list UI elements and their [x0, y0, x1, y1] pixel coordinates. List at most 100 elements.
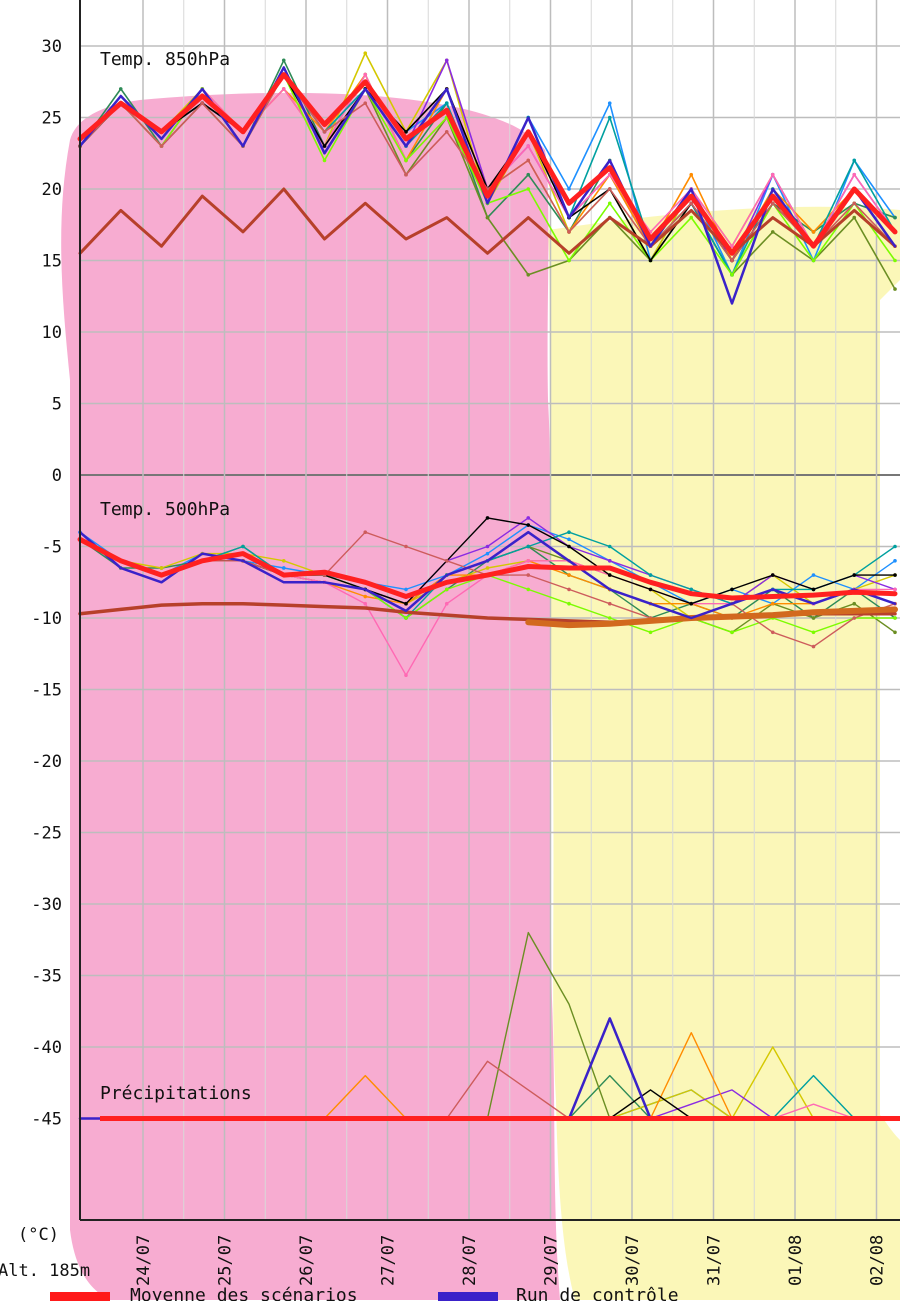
- member-point-850: [893, 287, 897, 291]
- y-tick-label: 15: [42, 252, 62, 272]
- member-point-500: [485, 551, 490, 556]
- member-point-850: [526, 187, 531, 191]
- member-point-500: [607, 559, 612, 563]
- member-point-850: [770, 230, 775, 234]
- member-point-500: [567, 544, 571, 549]
- member-point-850: [567, 258, 571, 263]
- y-tick-label: 5: [52, 395, 62, 415]
- member-point-850: [281, 87, 286, 91]
- shaded-region-past: [61, 92, 560, 1300]
- member-point-850: [689, 215, 694, 220]
- member-point-500: [404, 544, 408, 549]
- member-point-500: [404, 673, 408, 677]
- member-point-500: [363, 594, 368, 599]
- member-point-500: [648, 630, 653, 635]
- member-point-500: [526, 544, 531, 549]
- member-point-850: [893, 215, 897, 220]
- member-point-500: [770, 601, 775, 606]
- member-point-850: [444, 58, 449, 63]
- x-tick-label: 26/07: [297, 1235, 317, 1286]
- member-point-500: [159, 566, 164, 570]
- y-tick-label: 30: [42, 37, 62, 57]
- member-point-500: [404, 616, 408, 620]
- member-point-500: [567, 573, 571, 577]
- y-tick-label: -35: [31, 967, 62, 987]
- member-point-850: [363, 51, 368, 55]
- member-point-850: [404, 172, 408, 177]
- member-point-850: [730, 258, 734, 263]
- annotation-temp-500: Temp. 500hPa: [100, 499, 230, 520]
- member-point-850: [689, 172, 694, 177]
- y-tick-label: -10: [31, 609, 62, 629]
- member-point-500: [893, 587, 897, 592]
- member-point-500: [852, 616, 857, 620]
- member-point-500: [811, 573, 816, 577]
- y-tick-label: 20: [42, 180, 62, 200]
- member-point-850: [852, 201, 857, 206]
- x-tick-label: 25/07: [216, 1235, 236, 1286]
- member-point-500: [811, 630, 816, 635]
- member-point-500: [770, 573, 775, 577]
- member-point-850: [118, 87, 123, 91]
- member-point-500: [281, 559, 286, 563]
- member-point-500: [241, 544, 245, 549]
- member-point-850: [526, 172, 531, 177]
- member-point-850: [730, 244, 734, 248]
- member-point-850: [648, 258, 653, 263]
- annotation-precipitations: Précipitations: [100, 1083, 252, 1104]
- member-point-850: [607, 201, 612, 206]
- member-point-500: [526, 516, 531, 520]
- member-point-850: [893, 258, 897, 263]
- member-point-850: [363, 72, 368, 77]
- member-point-500: [607, 601, 612, 606]
- member-point-500: [526, 523, 531, 527]
- member-point-850: [852, 158, 857, 163]
- member-point-500: [689, 587, 694, 592]
- member-point-850: [404, 130, 408, 134]
- member-point-500: [811, 616, 816, 620]
- y-tick-label: -45: [31, 1110, 62, 1130]
- annotation-temp-850: Temp. 850hPa: [100, 49, 230, 70]
- member-point-850: [322, 158, 327, 163]
- member-point-850: [730, 273, 734, 277]
- y-tick-label: -20: [31, 752, 62, 772]
- member-point-500: [526, 573, 531, 577]
- x-tick-label: 27/07: [379, 1235, 399, 1286]
- y-tick-label: -15: [31, 681, 62, 701]
- member-point-500: [567, 601, 571, 606]
- y-tick-label: 0: [52, 466, 62, 486]
- x-tick-label: 31/07: [705, 1235, 725, 1286]
- legend-swatch-mean: [50, 1292, 110, 1301]
- member-point-500: [893, 559, 897, 563]
- x-tick-label: 01/08: [786, 1235, 806, 1286]
- member-point-850: [770, 201, 775, 206]
- member-point-500: [485, 516, 490, 520]
- member-point-500: [526, 559, 531, 563]
- series-lines: [77, 51, 900, 1121]
- member-point-500: [770, 630, 775, 635]
- member-point-850: [363, 101, 368, 105]
- member-point-850: [444, 101, 449, 105]
- member-point-500: [689, 601, 694, 606]
- member-point-500: [648, 587, 653, 592]
- member-point-850: [770, 172, 775, 177]
- member-point-500: [648, 573, 653, 577]
- member-point-850: [811, 258, 816, 263]
- member-point-850: [322, 144, 327, 148]
- shaded-regions: [61, 92, 900, 1301]
- member-point-850: [567, 230, 571, 234]
- member-point-500: [811, 644, 816, 649]
- x-tick-label: 28/07: [460, 1235, 480, 1286]
- mean-line-500: [77, 536, 898, 601]
- member-point-850: [567, 187, 571, 191]
- member-point-850: [526, 158, 531, 163]
- legend: Moyenne des scénarios Run de contrôle: [50, 1285, 679, 1301]
- chart-axes: 30 25 20 15 10 5 0 -5 -10 -15 -20 -25 -30 -35 -40 -45 24…: [31, 0, 900, 1286]
- member-point-850: [526, 273, 531, 277]
- member-point-850: [852, 215, 857, 220]
- y-tick-label: 25: [42, 109, 62, 129]
- member-point-500: [730, 630, 734, 635]
- legend-label-mean: Moyenne des scénarios: [130, 1285, 358, 1301]
- x-tick-label: 29/07: [542, 1235, 562, 1286]
